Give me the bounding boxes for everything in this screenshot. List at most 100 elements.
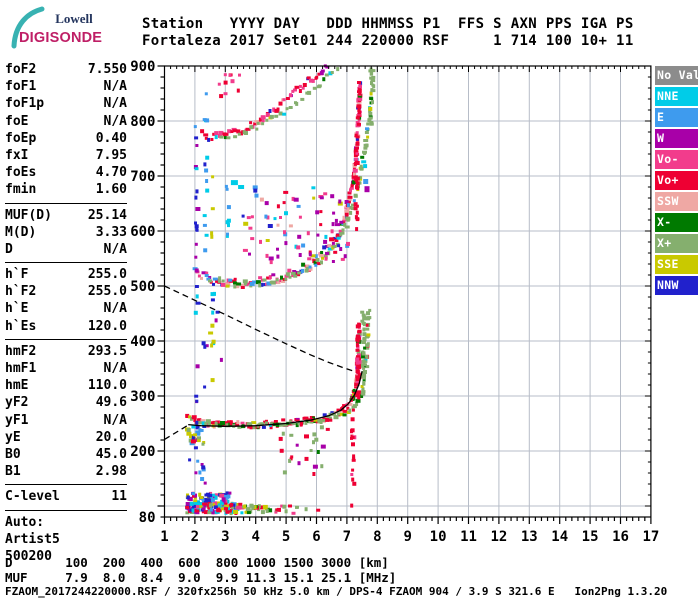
parameter-value: 3.33 <box>95 224 127 240</box>
x-axis-tick-label: 15 <box>582 529 599 545</box>
parameter-row: h`E N/A <box>5 300 127 317</box>
legend-item: Vo+ <box>655 171 698 190</box>
parameter-row: foF2 7.550 <box>5 61 127 78</box>
parameter-row: M(D) 3.33 <box>5 224 127 241</box>
parameter-label: hmF2 <box>5 343 37 359</box>
x-axis-tick-label: 12 <box>490 529 507 545</box>
x-axis-tick-label: 2 <box>191 529 199 545</box>
parameter-value: N/A <box>103 113 127 129</box>
legend-item: Vo- <box>655 150 698 169</box>
parameter-value: 20.0 <box>95 429 127 445</box>
plot-axes <box>157 65 652 524</box>
parameter-value: N/A <box>103 412 127 428</box>
parameter-label: foF1p <box>5 96 45 112</box>
lowell-digisonde-logo: Lowell DIGISONDE <box>11 6 102 49</box>
parameter-row: h`F2 255.0 <box>5 283 127 300</box>
profile-curve-dashed <box>164 424 189 440</box>
x-axis-tick-label: 13 <box>521 529 538 545</box>
parameter-value: 110.0 <box>87 378 127 394</box>
parameter-row: 500200 <box>5 548 127 565</box>
parameter-label: yF2 <box>5 395 29 411</box>
logo-lowell-text: Lowell <box>55 11 93 26</box>
parameter-label: h`E <box>5 301 29 317</box>
parameter-row: yF1 N/A <box>5 412 127 429</box>
legend-item: X- <box>655 213 698 232</box>
x-axis-tick-label: 17 <box>642 529 659 545</box>
muf-table: D 100 200 400 600 800 1000 1500 3000 [km… <box>5 555 397 585</box>
parameter-row: foE N/A <box>5 113 127 130</box>
legend-item: E <box>655 108 698 127</box>
parameter-row: foEp 0.40 <box>5 130 127 147</box>
parameter-label: 500200 <box>5 548 52 564</box>
parameter-label: fxI <box>5 147 29 163</box>
legend-item: SSE <box>655 255 698 274</box>
parameter-label: Auto: <box>5 514 45 530</box>
parameter-label: Artist5 <box>5 531 60 547</box>
echo-direction-legend: No Val NNE E W Vo- Vo+ SSW X- X+ SSE NNW <box>655 66 700 297</box>
legend-item: X+ <box>655 234 698 253</box>
legend-item: NNW <box>655 276 698 295</box>
profile-curves <box>164 285 363 440</box>
parameter-row: hmF1 N/A <box>5 360 127 377</box>
parameter-row: fmin 1.60 <box>5 181 127 198</box>
parameter-divider <box>5 484 127 486</box>
legend-item: No Val <box>655 66 700 85</box>
parameter-label: D <box>5 241 13 257</box>
muf-row: MUF 7.9 8.0 8.4 9.0 9.9 11.3 15.1 25.1 [… <box>5 569 397 585</box>
x-axis-tick-label: 8 <box>373 529 381 545</box>
parameter-label: B0 <box>5 446 21 462</box>
parameter-label: M(D) <box>5 224 37 240</box>
y-axis-tick-label: 600 <box>130 224 155 240</box>
parameter-label: foE <box>5 113 29 129</box>
parameter-row: foEs 4.70 <box>5 164 127 181</box>
x-axis-tick-label: 3 <box>221 529 229 545</box>
parameter-value: N/A <box>103 96 127 112</box>
parameter-label: MUF(D) <box>5 207 52 223</box>
parameter-label: foF2 <box>5 62 37 77</box>
parameter-label: yF1 <box>5 412 29 428</box>
plot-grid <box>164 66 651 517</box>
parameter-label: B1 <box>5 464 21 480</box>
parameters-panel: foF2 7.550 foF1 N/A foF1p N/A foE N/A foEp 0.40 fx… <box>5 61 127 565</box>
parameter-row: hmF2 293.5 <box>5 343 127 360</box>
station-header-line1: Station YYYY DAY DDD HHMMSS P1 FFS S AXN… <box>142 16 634 32</box>
parameter-divider <box>5 202 127 204</box>
parameter-row: yE 20.0 <box>5 429 127 446</box>
logo-digisonde-text: DIGISONDE <box>19 30 102 46</box>
parameter-label: hmE <box>5 378 29 394</box>
parameter-value: 293.5 <box>87 343 127 359</box>
legend-item: W <box>655 129 698 148</box>
parameter-value: 4.70 <box>95 165 127 181</box>
y-axis-tick-label: 800 <box>130 114 155 130</box>
parameter-row: Artist5 <box>5 531 127 548</box>
parameter-label: hmF1 <box>5 361 37 376</box>
parameter-row: MUF(D) 25.14 <box>5 207 127 224</box>
parameter-value: 7.550 <box>87 62 127 77</box>
parameter-row: B1 2.98 <box>5 463 127 480</box>
status-line: FZAOM_2017244220000.RSF / 320fx256h 50 k… <box>5 585 668 598</box>
parameter-value: 255.0 <box>87 284 127 300</box>
profile-curve-solid <box>188 371 363 427</box>
parameter-label: h`Es <box>5 318 37 334</box>
parameter-row: foF1 N/A <box>5 78 127 95</box>
x-axis-tick-label: 11 <box>460 529 477 545</box>
parameter-value: N/A <box>103 361 127 376</box>
station-header: Station YYYY DAY DDD HHMMSS P1 FFS S AXN… <box>142 16 634 50</box>
y-axis-tick-label: 700 <box>130 169 155 185</box>
x-axis-tick-label: 16 <box>612 529 629 545</box>
x-axis-tick-label: 14 <box>551 529 568 545</box>
parameter-value: 0.40 <box>95 130 127 146</box>
parameter-row: B0 45.0 <box>5 446 127 463</box>
parameter-row: h`Es 120.0 <box>5 318 127 335</box>
parameter-row: yF2 49.6 <box>5 394 127 411</box>
parameter-label: h`F2 <box>5 284 37 300</box>
echo-traces <box>185 64 376 516</box>
parameter-row: foF1p N/A <box>5 95 127 112</box>
parameter-row: C-level 11 <box>5 488 127 505</box>
profile-curve-dashed <box>164 285 353 372</box>
x-axis-tick-label: 7 <box>343 529 351 545</box>
x-axis-tick-label: 1 <box>160 529 168 545</box>
station-header-line2: Fortaleza 2017 Set01 244 220000 RSF 1 71… <box>142 33 634 49</box>
